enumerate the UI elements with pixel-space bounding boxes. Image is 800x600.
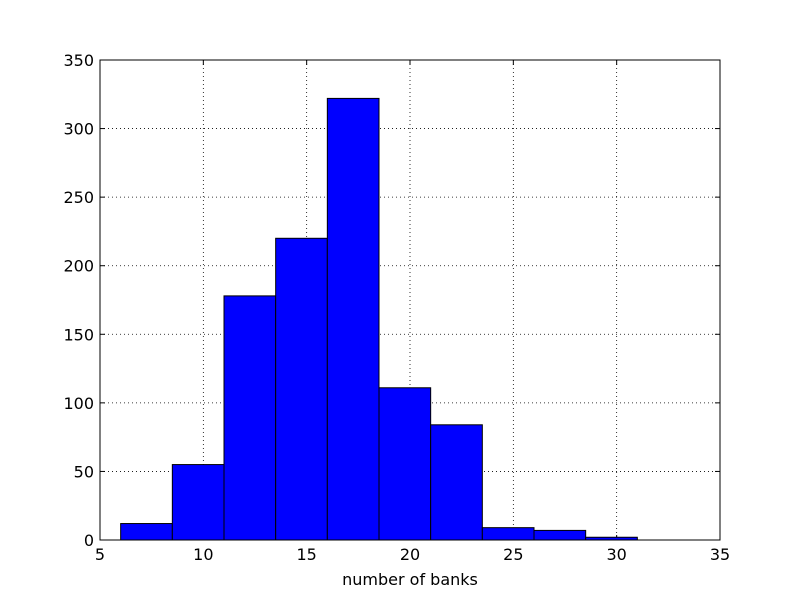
bar [223, 295, 277, 541]
y-tick-label: 100 [63, 394, 94, 413]
x-tick-label: 35 [710, 545, 730, 564]
bar [275, 237, 328, 541]
y-tick-label: 350 [63, 51, 94, 70]
y-tick-label: 150 [63, 325, 94, 344]
bar [171, 464, 225, 541]
bar [326, 97, 380, 541]
y-tick-label: 50 [74, 462, 94, 481]
x-axis-label: number of banks [342, 570, 478, 589]
bar [378, 387, 432, 541]
bar [481, 527, 535, 541]
plot-frame [99, 59, 721, 541]
y-tick-label: 300 [63, 120, 94, 139]
bar [533, 529, 587, 541]
bar [120, 523, 173, 541]
x-tick-label: 25 [503, 545, 523, 564]
y-tick-label: 0 [84, 531, 94, 550]
x-tick-label: 30 [606, 545, 626, 564]
y-tick-label: 200 [63, 257, 94, 276]
x-tick-label: 20 [400, 545, 420, 564]
x-tick-label: 5 [95, 545, 105, 564]
x-tick-label: 10 [193, 545, 213, 564]
x-tick-label: 15 [296, 545, 316, 564]
bar [430, 424, 483, 541]
y-tick-label: 250 [63, 188, 94, 207]
